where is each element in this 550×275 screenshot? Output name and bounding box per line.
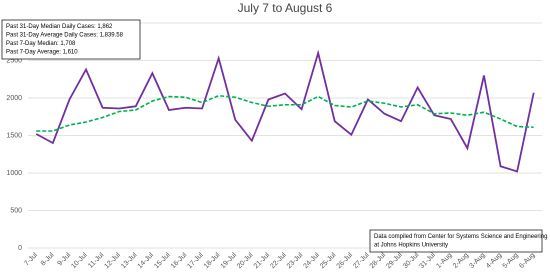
x-tick-label: 15-Jul (153, 251, 172, 270)
y-tick-label: 2000 (6, 95, 22, 102)
x-tick-label: 4-Aug (485, 252, 503, 270)
annotation-box (1, 19, 141, 60)
x-tick-label: 26-Jul (336, 251, 355, 270)
annotation-box (369, 229, 543, 253)
annotation-text: Past 7-Day Median: 1,708 (6, 41, 76, 47)
y-tick-label: 0 (18, 245, 22, 252)
y-tick-label: 1500 (6, 132, 22, 139)
x-tick-label: 12-Jul (103, 251, 122, 270)
y-tick-label: 500 (10, 207, 22, 214)
x-tick-label: 10-Jul (70, 251, 89, 270)
x-tick-label: 19-Jul (220, 251, 239, 270)
annotation-text: Data compiled from Center for Systems Sc… (374, 234, 547, 240)
x-tick-label: 13-Jul (120, 251, 139, 270)
x-tick-label: 29-Jul (385, 251, 404, 270)
annotation-text: Past 31-Day Average Daily Cases: 1,839.5… (6, 33, 124, 39)
x-tick-label: 24-Jul (302, 251, 321, 270)
x-tick-label: 5-Aug (502, 252, 520, 270)
series-line (36, 94, 534, 132)
x-tick-label: 20-Jul (236, 251, 255, 270)
x-tick-label: 18-Jul (203, 251, 222, 270)
x-tick-label: 27-Jul (352, 251, 371, 270)
x-tick-label: 7-Jul (23, 251, 39, 267)
x-tick-label: 6-Aug (518, 252, 536, 270)
annotation-text: Past 31-Day Median Daily Cases: 1,862 (6, 24, 113, 30)
x-tick-label: 28-Jul (369, 251, 388, 270)
x-tick-label: 31-Jul (419, 251, 438, 270)
annotation-text: at Johns Hopkins University (374, 243, 448, 249)
x-tick-label: 14-Jul (137, 251, 156, 270)
x-tick-label: 11-Jul (87, 251, 105, 269)
x-tick-label: 25-Jul (319, 251, 338, 270)
x-tick-label: 3-Aug (469, 252, 487, 270)
x-tick-label: 17-Jul (186, 251, 205, 270)
y-tick-label: 2500 (6, 57, 22, 64)
x-tick-label: 1-Aug (435, 252, 453, 270)
series-line (35, 49, 535, 173)
x-tick-label: 30-Jul (402, 251, 421, 270)
x-tick-label: 22-Jul (269, 251, 288, 270)
y-tick-label: 1000 (6, 170, 22, 177)
x-tick-label: 16-Jul (170, 251, 189, 270)
x-tick-label: 23-Jul (286, 251, 305, 270)
x-tick-label: 8-Jul (40, 251, 56, 267)
annotation-text: Past 7-Day Average: 1,610 (6, 50, 78, 56)
x-tick-label: 2-Aug (452, 252, 470, 270)
x-tick-label: 21-Jul (253, 251, 272, 270)
chart-title: July 7 to August 6 (238, 1, 333, 15)
